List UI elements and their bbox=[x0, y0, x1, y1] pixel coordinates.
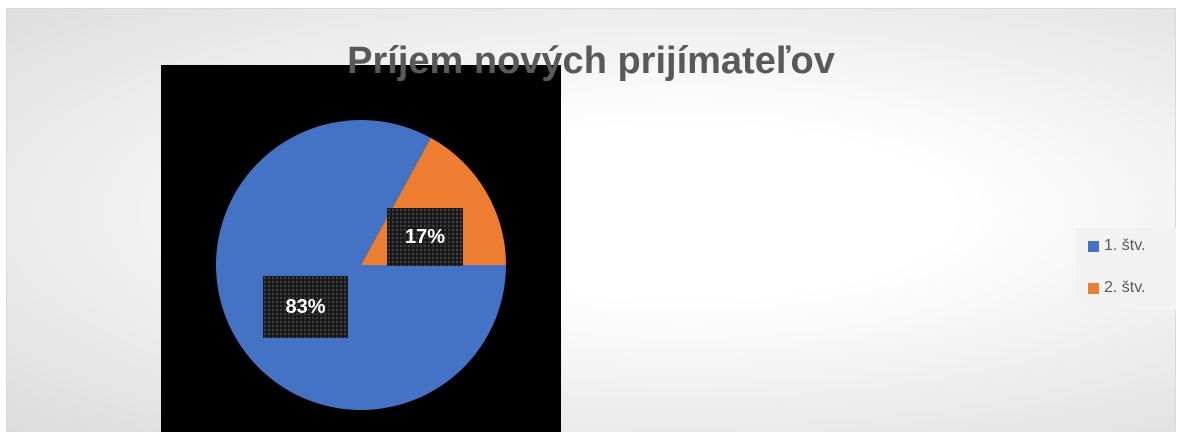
legend-item-q1: 1. štv. bbox=[1088, 236, 1146, 256]
legend-swatch-q1 bbox=[1088, 240, 1099, 252]
chart-title: Príjem nových prijímateľov bbox=[347, 40, 835, 82]
legend-item-q2: 2. štv. bbox=[1088, 278, 1146, 298]
legend: 1. štv. 2. štv. bbox=[1076, 228, 1176, 310]
pie-chart bbox=[216, 120, 506, 410]
data-label-q2: 17% bbox=[387, 208, 463, 266]
legend-swatch-q2 bbox=[1088, 282, 1099, 294]
data-label-q1: 83% bbox=[263, 276, 348, 338]
legend-label-q1: 1. štv. bbox=[1104, 237, 1146, 254]
legend-label-q2: 2. štv. bbox=[1104, 279, 1146, 296]
